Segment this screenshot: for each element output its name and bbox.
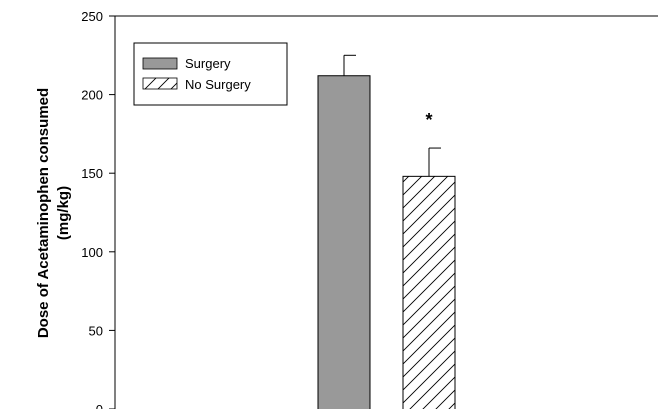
y-tick-label: 200 bbox=[81, 88, 103, 103]
y-tick-label: 150 bbox=[81, 166, 103, 181]
significance-marker: * bbox=[425, 110, 432, 130]
legend-label-no-surgery: No Surgery bbox=[185, 77, 251, 92]
legend-label-surgery: Surgery bbox=[185, 56, 231, 71]
legend-box bbox=[133, 42, 288, 106]
legend: Surgery No Surgery bbox=[133, 42, 288, 106]
y-axis-title: Dose of Acetaminophen consumed (mg/kg) bbox=[35, 88, 72, 338]
legend-swatch-surgery bbox=[142, 57, 178, 70]
bars-group: * bbox=[317, 54, 456, 409]
legend-swatch-no-surgery bbox=[142, 77, 178, 90]
y-tick-label: 0 bbox=[96, 402, 103, 409]
y-axis-title-line-1: Dose of Acetaminophen consumed bbox=[35, 88, 52, 338]
bar-surgery bbox=[317, 75, 371, 409]
y-tick-label: 50 bbox=[89, 323, 103, 338]
y-tick-label: 100 bbox=[81, 245, 103, 260]
y-axis-ticks: 0 50 100 150 200 250 bbox=[81, 9, 115, 409]
y-axis-title-line-2: (mg/kg) bbox=[55, 186, 72, 240]
bar-no-surgery bbox=[402, 175, 456, 409]
y-tick-label: 250 bbox=[81, 9, 103, 24]
